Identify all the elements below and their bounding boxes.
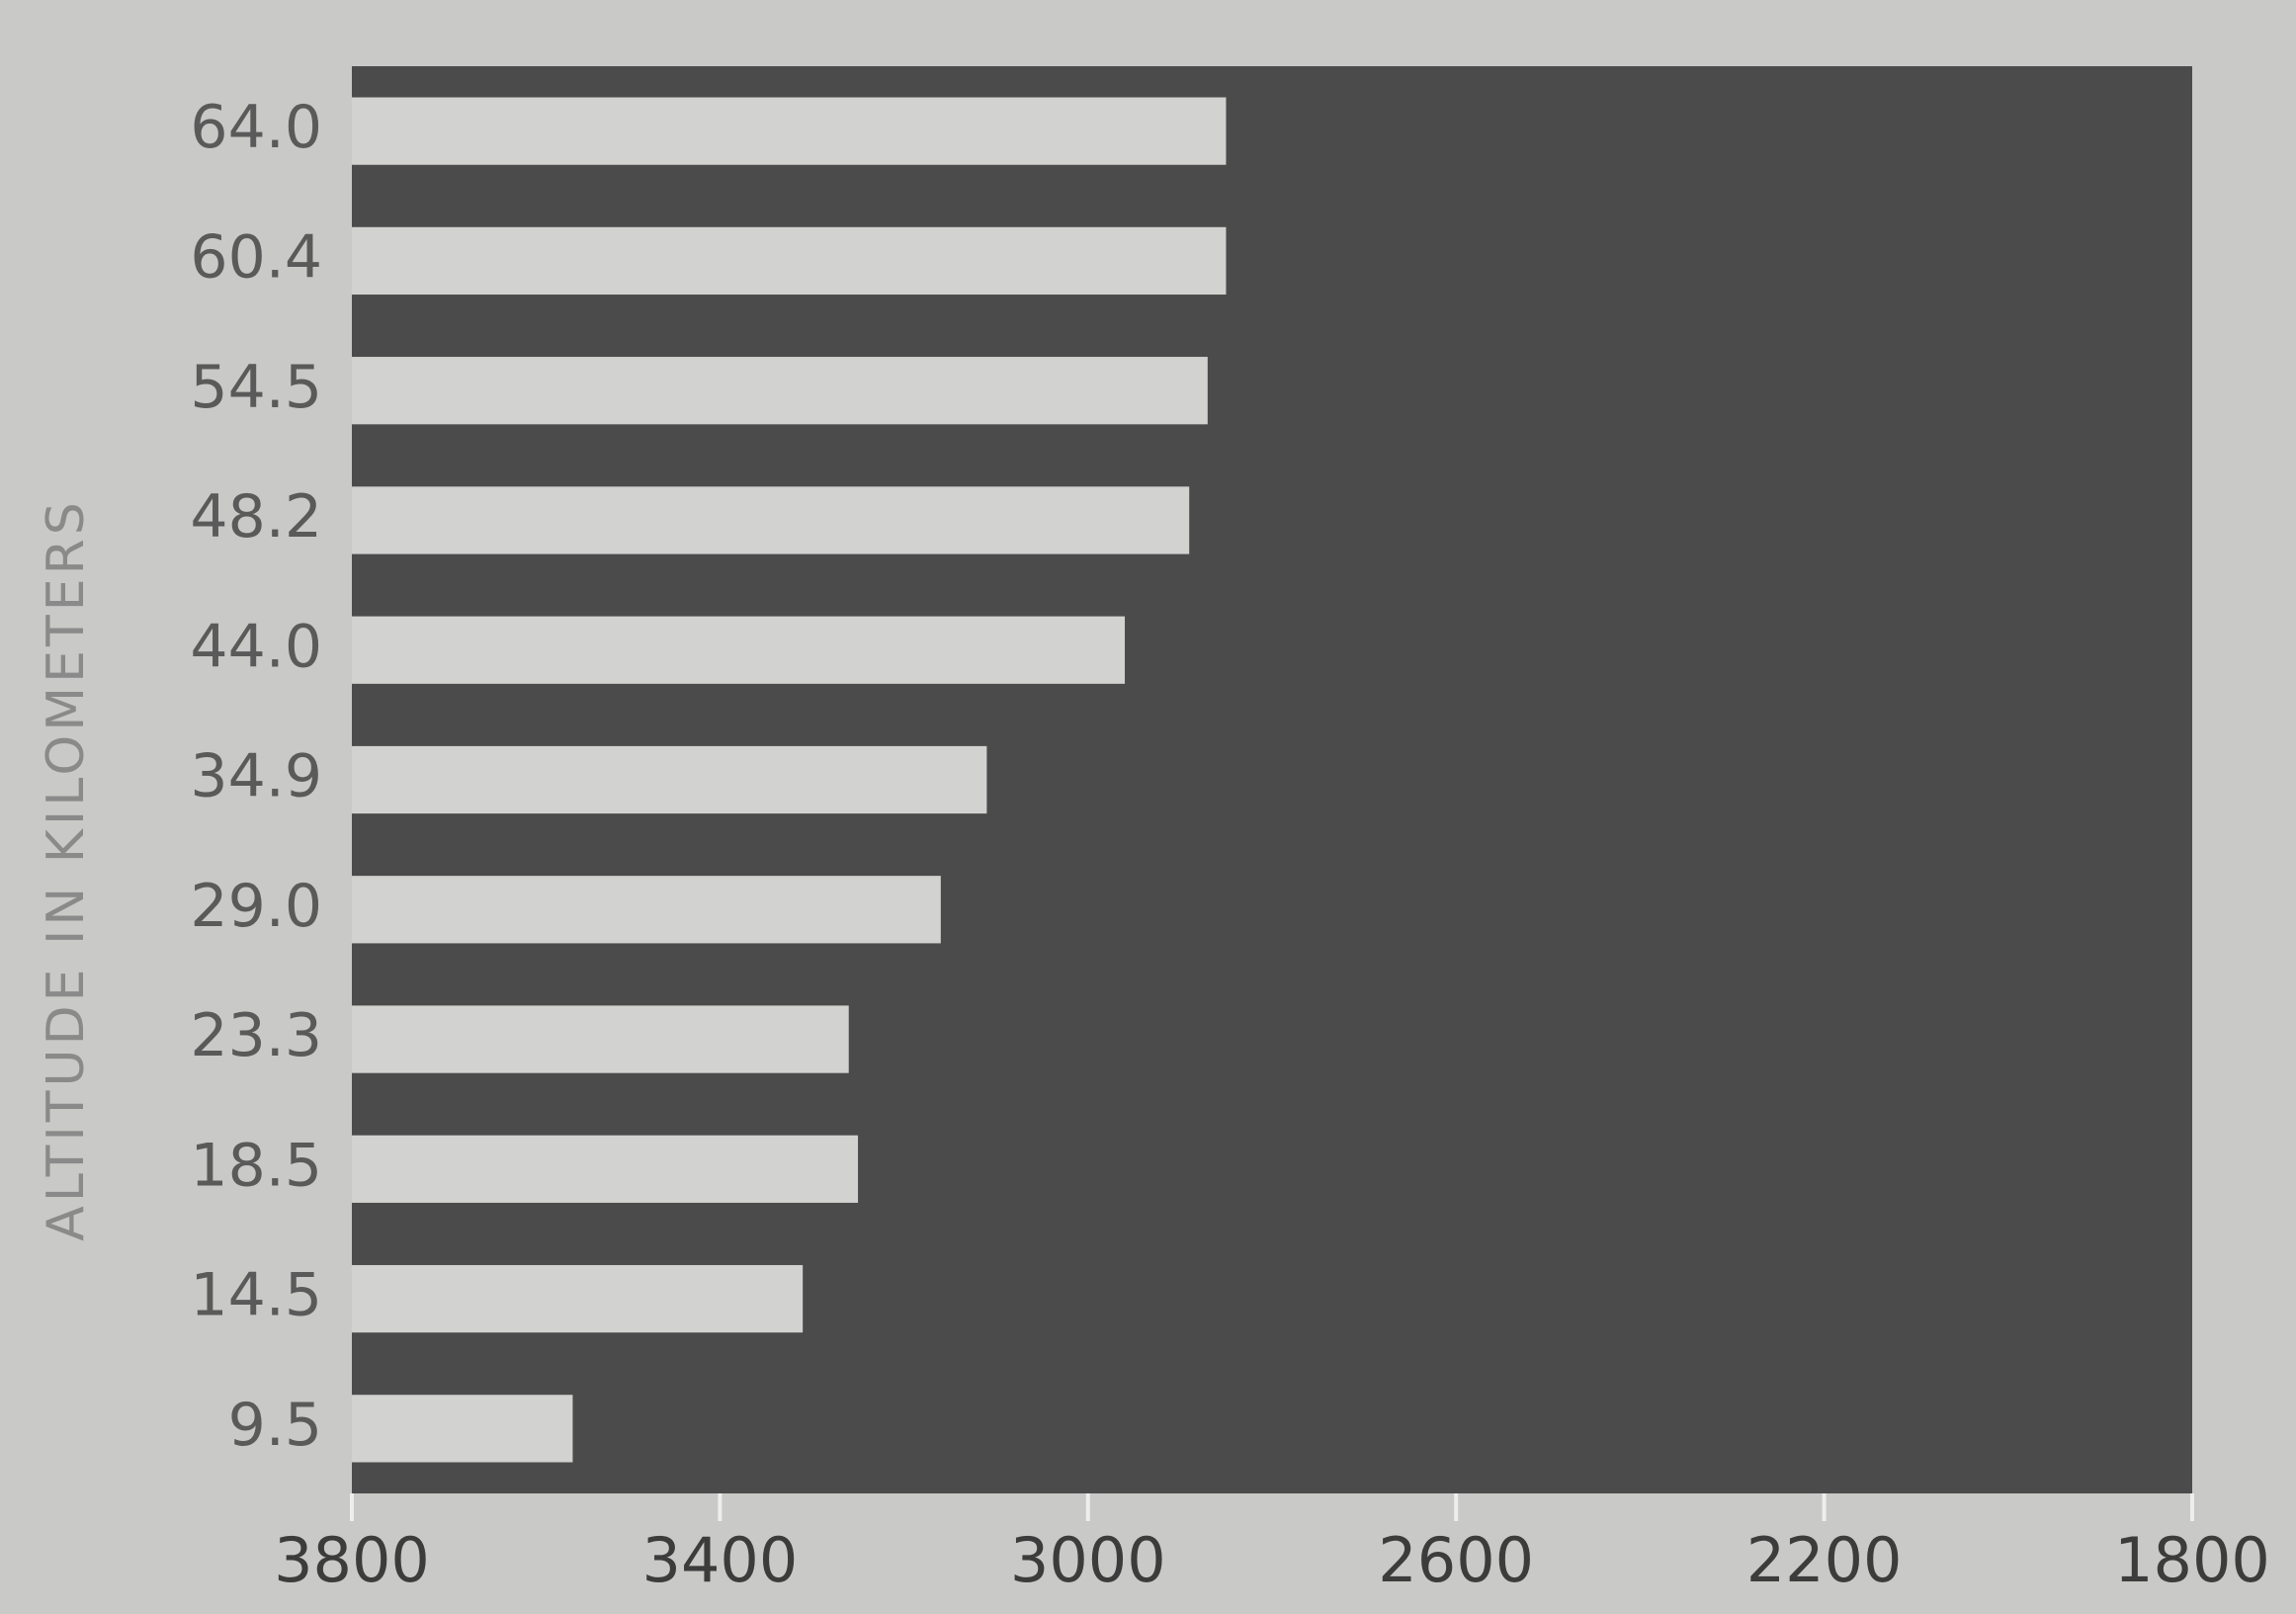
bar [352,617,1125,684]
y-tick-label: 9.5 [228,1391,322,1460]
y-tick-label: 48.2 [190,482,322,552]
y-axis-title: ALTITUDE IN KILOMETERS [37,498,96,1240]
x-tick-label: 2200 [1746,1524,1903,1596]
y-tick-label: 44.0 [190,612,322,681]
bar [352,1005,849,1072]
bar [352,486,1189,553]
bar [352,746,986,813]
y-tick-label: 60.4 [190,223,322,293]
bar [352,98,1226,165]
bar [352,357,1208,424]
y-tick-label: 64.0 [190,93,322,162]
page: {"chart_data": {"type": "bar", "orientat… [0,0,2296,1614]
x-tick-label: 3400 [642,1524,799,1596]
bar [352,1395,572,1462]
bar [352,227,1226,295]
y-tick-label: 29.0 [190,872,322,941]
y-tick-label: 18.5 [190,1131,322,1200]
x-tick-label: 1800 [2114,1524,2270,1596]
bar [352,1265,803,1332]
y-tick-label: 54.5 [190,353,322,422]
y-tick-label: 14.5 [190,1261,322,1330]
bar [352,1136,858,1203]
bar [352,876,941,943]
chart: ALTITUDE IN KILOMETERS 3800 3400 3000 2600 2… [0,0,2296,1614]
x-tick-label: 3800 [274,1524,430,1596]
y-tick-label: 34.9 [190,742,322,811]
y-tick-label: 23.3 [190,1001,322,1070]
x-tick-label: 3000 [1010,1524,1166,1596]
x-tick-label: 2600 [1378,1524,1534,1596]
